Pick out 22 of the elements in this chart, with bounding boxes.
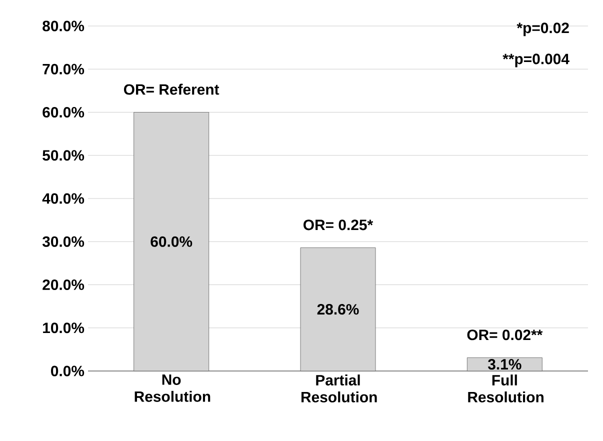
annotation: *p=0.02 <box>516 22 569 36</box>
y-tick-label: 0.0% <box>51 366 84 376</box>
x-tick-label: Full Resolution <box>468 374 544 402</box>
annotation: OR= 0.25* <box>304 220 374 230</box>
annotation: **p=0.004 <box>502 54 570 68</box>
y-tick-label: 80.0% <box>42 20 84 32</box>
y-tick-label: 50.0% <box>42 150 84 161</box>
y-tick-label: 40.0% <box>42 193 84 204</box>
bar <box>134 112 210 372</box>
data-label: 3.1% <box>488 359 522 370</box>
annotation: OR= Referent <box>124 84 220 95</box>
y-tick-label: 10.0% <box>43 322 84 334</box>
y-tick-label: 30.0% <box>42 236 84 247</box>
y-tick-label: 70.0% <box>42 64 84 74</box>
bar <box>300 247 376 372</box>
x-tick-label: No Resolution <box>134 374 210 402</box>
annotation: OR= 0.02** <box>467 330 543 340</box>
data-label: 28.6% <box>317 304 359 315</box>
x-tick-label: Partial Resolution <box>302 374 377 402</box>
y-tick-label: 20.0% <box>42 279 84 290</box>
data-label: 60.0% <box>150 236 192 247</box>
y-tick-label: 60.0% <box>42 106 84 118</box>
